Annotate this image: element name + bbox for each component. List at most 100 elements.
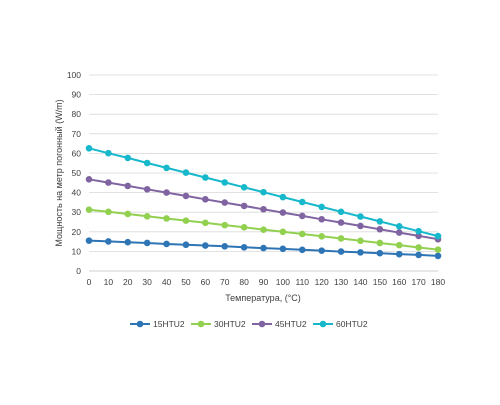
x-axis-title: Температура, (°C) — [225, 293, 301, 303]
x-tick-label: 140 — [353, 277, 367, 287]
legend-marker — [197, 320, 205, 328]
data-point-30HTU2 — [163, 215, 170, 222]
data-point-15HTU2 — [415, 251, 422, 259]
data-point-60HTU2 — [202, 174, 209, 181]
data-point-45HTU2 — [298, 212, 306, 220]
data-point-15HTU2 — [260, 244, 267, 252]
legend-item-30HTU2: 30HTU2 — [191, 319, 246, 329]
x-tick-label: 170 — [412, 277, 426, 287]
data-point-60HTU2 — [124, 154, 132, 162]
legend: 15HTU2 30HTU2 45HTU2 60HTU2 — [130, 319, 368, 329]
data-point-30HTU2 — [221, 221, 229, 229]
data-point-30HTU2 — [318, 233, 325, 240]
data-point-45HTU2 — [85, 175, 93, 183]
legend-marker — [258, 320, 266, 328]
data-point-30HTU2 — [376, 239, 384, 247]
x-tick-label: 110 — [295, 277, 309, 287]
data-point-45HTU2 — [376, 225, 384, 233]
data-point-15HTU2 — [279, 245, 287, 253]
legend-item-15HTU2: 15HTU2 — [130, 319, 185, 329]
data-point-15HTU2 — [163, 240, 170, 248]
y-tick-label: 10 — [72, 246, 82, 256]
data-point-30HTU2 — [298, 230, 306, 238]
y-tick-label: 0 — [76, 266, 81, 276]
x-tick-label: 10 — [104, 277, 114, 287]
legend-marker — [319, 320, 327, 328]
legend-label: 45HTU2 — [275, 319, 307, 329]
y-tick-label: 40 — [72, 188, 82, 198]
data-point-15HTU2 — [357, 249, 364, 256]
data-point-60HTU2 — [260, 188, 267, 196]
data-point-30HTU2 — [337, 235, 345, 242]
data-point-15HTU2 — [298, 246, 306, 254]
data-point-15HTU2 — [395, 250, 403, 258]
data-point-15HTU2 — [182, 241, 190, 249]
data-point-60HTU2 — [395, 223, 403, 230]
legend-item-60HTU2: 60HTU2 — [313, 319, 368, 329]
x-tick-label: 70 — [220, 277, 230, 287]
data-point-15HTU2 — [434, 252, 442, 260]
x-tick-label: 150 — [373, 277, 387, 287]
data-point-45HTU2 — [279, 209, 287, 216]
data-point-60HTU2 — [182, 169, 190, 176]
series-markers — [85, 145, 442, 260]
data-point-60HTU2 — [85, 145, 93, 152]
x-tick-label: 120 — [315, 277, 329, 287]
y-tick-label: 60 — [72, 148, 82, 158]
data-point-30HTU2 — [434, 246, 442, 253]
y-tick-label: 90 — [72, 90, 82, 100]
data-point-30HTU2 — [85, 206, 93, 213]
data-point-30HTU2 — [260, 226, 267, 233]
data-point-15HTU2 — [124, 238, 132, 246]
data-point-15HTU2 — [143, 239, 151, 247]
x-tick-label: 60 — [201, 277, 211, 287]
y-tick-label: 80 — [72, 109, 82, 119]
y-tick-label: 50 — [72, 168, 82, 178]
data-point-60HTU2 — [221, 179, 229, 186]
data-point-45HTU2 — [221, 199, 229, 206]
x-tick-label: 30 — [142, 277, 152, 287]
data-point-15HTU2 — [202, 242, 209, 249]
x-tick-label: 20 — [123, 277, 133, 287]
legend-item-45HTU2: 45HTU2 — [252, 319, 307, 329]
data-point-15HTU2 — [337, 248, 345, 255]
data-point-45HTU2 — [202, 195, 209, 203]
data-point-30HTU2 — [124, 210, 132, 218]
data-point-45HTU2 — [415, 232, 422, 240]
gridlines — [89, 74, 438, 252]
x-tick-label: 40 — [162, 277, 172, 287]
data-point-45HTU2 — [395, 229, 403, 236]
x-tick-label: 50 — [181, 277, 191, 287]
data-point-45HTU2 — [143, 185, 151, 193]
data-point-45HTU2 — [105, 179, 112, 186]
data-point-30HTU2 — [182, 217, 190, 224]
data-point-45HTU2 — [337, 219, 345, 226]
y-tick-label: 70 — [72, 129, 82, 139]
series-lines — [88, 147, 439, 257]
data-point-15HTU2 — [105, 238, 112, 245]
data-point-30HTU2 — [415, 244, 422, 251]
y-tick-label: 30 — [72, 207, 82, 217]
legend-marker — [136, 320, 144, 328]
x-tick-label: 100 — [276, 277, 290, 287]
data-point-30HTU2 — [202, 219, 209, 227]
data-point-60HTU2 — [298, 198, 306, 206]
x-tick-label: 80 — [239, 277, 249, 287]
axes: 0 10 20 30 40 50 60 70 80 90 100 0 10 20 30 40 50 60 70 80 9… — [67, 70, 446, 287]
data-point-30HTU2 — [357, 237, 364, 245]
data-point-60HTU2 — [105, 149, 112, 157]
legend-label: 60HTU2 — [336, 319, 368, 329]
y-tick-label: 100 — [67, 70, 81, 80]
data-point-15HTU2 — [85, 237, 93, 244]
data-point-60HTU2 — [434, 232, 442, 240]
data-point-60HTU2 — [415, 227, 422, 235]
data-point-60HTU2 — [376, 218, 384, 225]
x-tick-label: 90 — [259, 277, 269, 287]
data-point-45HTU2 — [318, 215, 325, 223]
data-point-30HTU2 — [105, 208, 112, 216]
x-tick-label: 0 — [87, 277, 92, 287]
data-point-30HTU2 — [240, 223, 248, 231]
x-tick-label: 130 — [334, 277, 348, 287]
